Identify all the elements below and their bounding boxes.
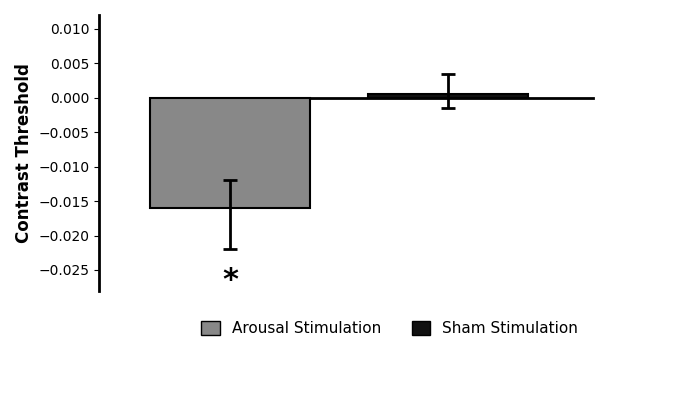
Text: *: * <box>222 266 238 295</box>
Bar <box>150 98 310 208</box>
Bar <box>368 94 528 98</box>
Legend: Arousal Stimulation, Sham Stimulation: Arousal Stimulation, Sham Stimulation <box>194 313 586 344</box>
Y-axis label: Contrast Threshold: Contrast Threshold <box>15 63 33 243</box>
